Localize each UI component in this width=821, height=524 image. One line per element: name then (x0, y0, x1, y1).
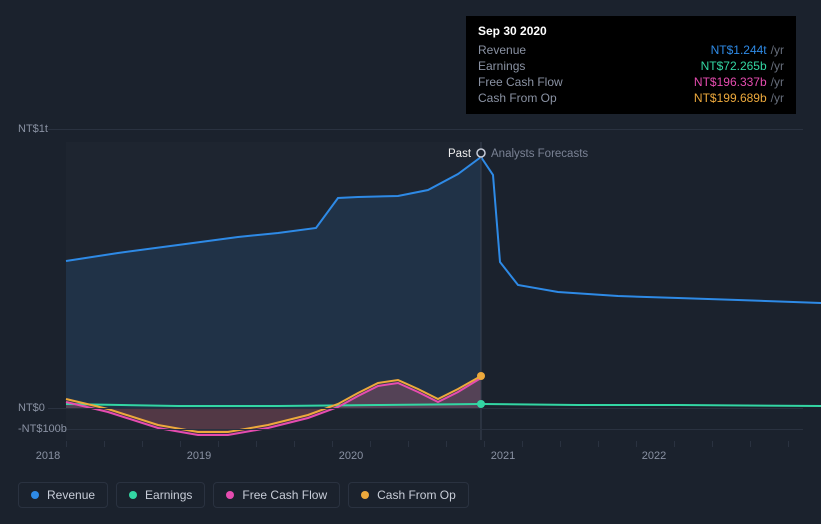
legend-item-earnings[interactable]: Earnings (116, 482, 205, 508)
x-tick (484, 441, 485, 447)
x-tick (142, 441, 143, 447)
x-tick (522, 441, 523, 447)
x-axis-label: 2018 (36, 450, 60, 462)
x-tick (370, 441, 371, 447)
tooltip-row-unit: /yr (771, 43, 784, 57)
divider-marker (477, 149, 485, 157)
tooltip-row-unit: /yr (771, 59, 784, 73)
gridline (48, 129, 803, 130)
tooltip-row-unit: /yr (771, 75, 784, 89)
data-tooltip: Sep 30 2020 Revenue NT$1.244t/yr Earnings N… (466, 16, 796, 114)
tooltip-row-label: Earnings (478, 59, 525, 73)
tooltip-row: Cash From Op NT$199.689b/yr (478, 90, 784, 106)
x-tick (674, 441, 675, 447)
tooltip-date: Sep 30 2020 (478, 24, 784, 38)
x-tick (788, 441, 789, 447)
legend-label: Cash From Op (377, 488, 456, 502)
forecast-label: Analysts Forecasts (491, 148, 588, 160)
tooltip-rows: Revenue NT$1.244t/yr Earnings NT$72.265b/yr… (478, 42, 784, 106)
legend-dot-icon (31, 491, 39, 499)
tooltip-row: Free Cash Flow NT$196.337b/yr (478, 74, 784, 90)
past-label: Past (448, 148, 471, 160)
tooltip-row-value: NT$199.689b/yr (694, 91, 784, 105)
y-axis-label: NT$0 (18, 402, 45, 414)
legend-item-cash-from-op[interactable]: Cash From Op (348, 482, 469, 508)
x-axis-label: 2019 (187, 450, 211, 462)
x-tick (218, 441, 219, 447)
legend-dot-icon (226, 491, 234, 499)
x-tick (256, 441, 257, 447)
x-tick (750, 441, 751, 447)
x-tick (712, 441, 713, 447)
x-tick (180, 441, 181, 447)
x-axis-label: 2022 (642, 450, 666, 462)
x-axis-label: 2020 (339, 450, 363, 462)
x-tick (598, 441, 599, 447)
cfo-marker (477, 372, 485, 380)
tooltip-row: Revenue NT$1.244t/yr (478, 42, 784, 58)
earnings-marker (477, 400, 485, 408)
tooltip-row: Earnings NT$72.265b/yr (478, 58, 784, 74)
x-tick (446, 441, 447, 447)
x-axis-label: 2021 (491, 450, 515, 462)
legend-label: Earnings (145, 488, 192, 502)
gridline (48, 408, 803, 409)
legend-item-free-cash-flow[interactable]: Free Cash Flow (213, 482, 340, 508)
x-tick (636, 441, 637, 447)
legend: Revenue Earnings Free Cash Flow Cash From O… (18, 482, 469, 508)
x-tick (332, 441, 333, 447)
y-axis-label: NT$1t (18, 123, 48, 135)
legend-dot-icon (361, 491, 369, 499)
tooltip-row-label: Cash From Op (478, 91, 557, 105)
legend-label: Free Cash Flow (242, 488, 327, 502)
tooltip-row-label: Free Cash Flow (478, 75, 563, 89)
x-tick (104, 441, 105, 447)
legend-dot-icon (129, 491, 137, 499)
tooltip-row-unit: /yr (771, 91, 784, 105)
x-tick (560, 441, 561, 447)
tooltip-row-label: Revenue (478, 43, 526, 57)
gridline (48, 429, 803, 430)
legend-label: Revenue (47, 488, 95, 502)
tooltip-row-value: NT$196.337b/yr (694, 75, 784, 89)
y-axis-label: -NT$100b (18, 423, 67, 435)
legend-item-revenue[interactable]: Revenue (18, 482, 108, 508)
x-tick (294, 441, 295, 447)
x-tick (408, 441, 409, 447)
x-tick (66, 441, 67, 447)
tooltip-row-value: NT$1.244t/yr (711, 43, 784, 57)
tooltip-row-value: NT$72.265b/yr (701, 59, 784, 73)
